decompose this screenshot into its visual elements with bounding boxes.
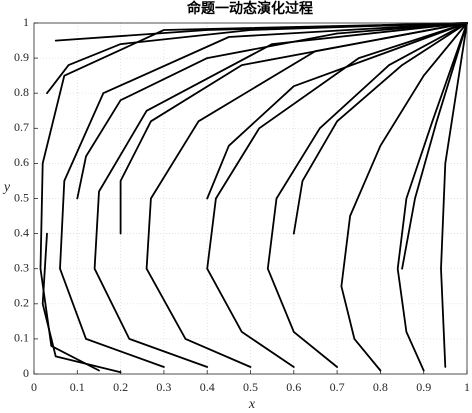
trajectory [292, 22, 468, 235]
trajectory [440, 22, 468, 368]
trajectory [59, 22, 468, 368]
x-tick-label: 0.1 [70, 380, 85, 394]
trajectory [39, 22, 468, 372]
x-tick-label: 0 [31, 380, 37, 394]
y-tick-label: 0.1 [14, 331, 29, 345]
trajectory [54, 22, 468, 42]
x-tick-label: 0.4 [200, 380, 215, 394]
trajectory [93, 22, 468, 368]
x-tick-label: 0.9 [416, 380, 431, 394]
x-tick-label: 0.3 [156, 380, 171, 394]
y-tick-label: 0.4 [14, 225, 29, 239]
trajectory [396, 22, 468, 372]
y-tick-label: 0 [23, 366, 29, 380]
y-tick-label: 0.8 [14, 85, 29, 99]
x-tick-label: 0.8 [373, 380, 388, 394]
y-tick-label: 1 [23, 15, 29, 29]
x-tick-label: 0.6 [286, 380, 301, 394]
trajectory [119, 22, 468, 235]
trajectory [266, 22, 468, 368]
y-tick-label: 0.3 [14, 260, 29, 274]
x-tick-label: 0.7 [330, 380, 345, 394]
y-tick-label: 0.7 [14, 120, 29, 134]
chart-title: 命题一动态演化过程 [186, 0, 313, 17]
y-tick-label: 0.9 [14, 50, 29, 64]
trajectory [206, 22, 468, 368]
trajectory [206, 22, 468, 200]
y-tick-label: 0.6 [14, 155, 29, 169]
x-tick-label: 1 [464, 380, 470, 394]
x-tick-label: 0.5 [243, 380, 258, 394]
trajectory [41, 232, 122, 374]
y-tick-label: 0.5 [14, 190, 29, 204]
plot-frame [33, 22, 468, 375]
x-axis-label: x [248, 397, 256, 412]
y-axis-label: y [2, 180, 11, 195]
y-tick-label: 0.2 [14, 296, 29, 310]
trajectory [76, 22, 468, 200]
x-tick-label: 0.2 [113, 380, 128, 394]
trajectory [401, 22, 468, 270]
trajectory [340, 22, 468, 372]
